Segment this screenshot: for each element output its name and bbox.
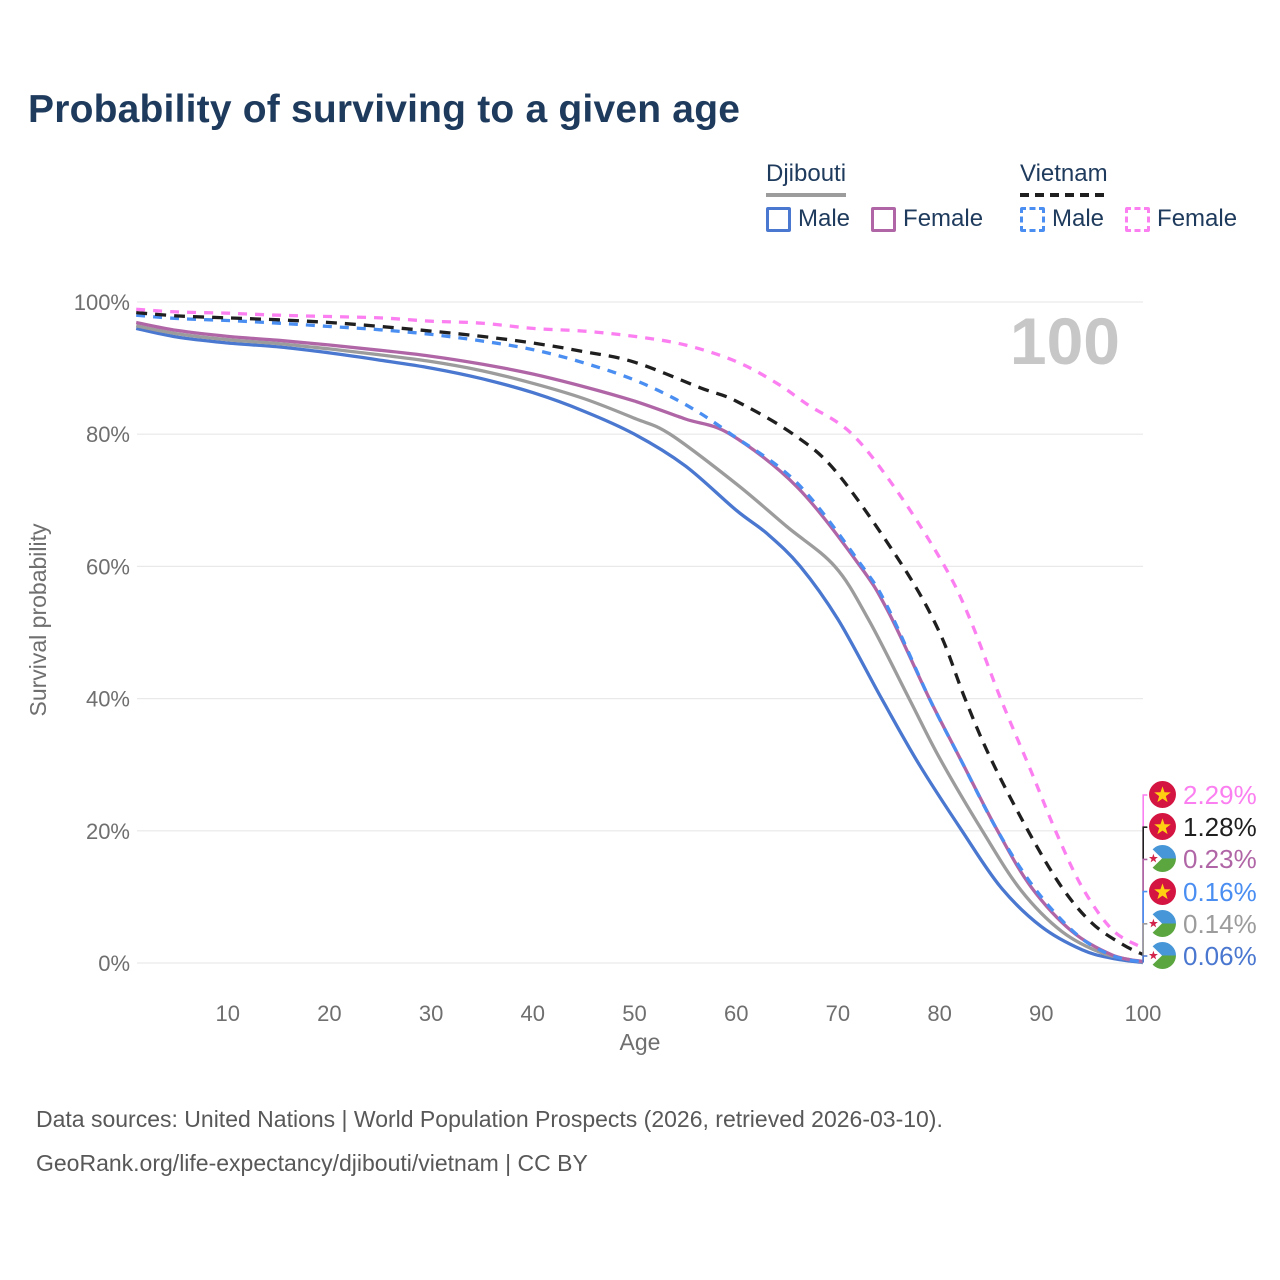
x-tick-label: 10	[215, 1001, 239, 1026]
x-tick-label: 50	[622, 1001, 646, 1026]
x-axis-title: Age	[620, 1029, 661, 1055]
x-tick-label: 100	[1125, 1001, 1162, 1026]
legend-group-djibouti: Djibouti Male Female	[766, 160, 983, 233]
x-tick-label: 80	[927, 1001, 951, 1026]
y-tick-label: 40%	[86, 687, 130, 712]
legend-group-vietnam: Vietnam Male Female	[1020, 160, 1237, 233]
series-line-djibouti-male[interactable]	[135, 326, 1144, 965]
y-tick-label: 80%	[86, 422, 130, 447]
x-tick-label: 20	[317, 1001, 341, 1026]
leader-line-djibouti-male	[1142, 955, 1148, 963]
leader-line-djibouti	[1142, 923, 1148, 963]
djibouti-line-sample	[766, 193, 847, 197]
series-line-vietnam[interactable]	[136, 310, 1144, 957]
series-line-vietnam-male[interactable]	[136, 313, 1144, 964]
attribution-text: GeoRank.org/life-expectancy/djibouti/vie…	[36, 1150, 588, 1176]
data-sources-text: Data sources: United Nations | World Pop…	[36, 1106, 943, 1132]
vietnam-female-swatch	[1125, 206, 1151, 232]
y-tick-label: 60%	[86, 554, 130, 579]
legend-items-djibouti: Male Female	[766, 205, 983, 233]
y-tick-label: 20%	[86, 819, 130, 844]
legend-item-vietnam-male[interactable]: Male	[1020, 205, 1104, 233]
x-tick-label: 40	[521, 1001, 545, 1026]
legend-country-vietnam-label: Vietnam	[1020, 160, 1108, 187]
vietnam-female-label: Female	[1157, 205, 1238, 232]
djibouti-male-label: Male	[798, 205, 851, 232]
y-axis-title: Survival probability	[25, 523, 51, 717]
legend-item-djibouti-male[interactable]: Male	[766, 205, 850, 233]
series-line-djibouti[interactable]	[135, 324, 1144, 964]
vietnam-line-sample	[1020, 193, 1108, 197]
legend-country-vietnam[interactable]: Vietnam	[1020, 160, 1108, 197]
legend-item-djibouti-female[interactable]: Female	[871, 205, 983, 233]
legend-items-vietnam: Male Female	[1020, 205, 1237, 233]
series-line-vietnam-female[interactable]	[136, 307, 1144, 950]
series-line-djibouti-female[interactable]	[135, 320, 1144, 964]
legend-country-djibouti[interactable]: Djibouti	[766, 160, 847, 197]
y-tick-label: 0%	[98, 951, 130, 976]
page-title: Probability of surviving to a given age	[28, 88, 741, 131]
legend-item-vietnam-female[interactable]: Female	[1125, 205, 1237, 233]
djibouti-female-label: Female	[903, 205, 984, 232]
x-tick-label: 70	[826, 1001, 850, 1026]
age-watermark: 100	[1010, 304, 1120, 378]
x-tick-label: 60	[724, 1001, 748, 1026]
footer: Data sources: United Nations | World Pop…	[36, 1106, 943, 1194]
y-tick-label: 100%	[74, 290, 130, 315]
x-tick-label: 30	[419, 1001, 443, 1026]
legend-country-djibouti-label: Djibouti	[766, 160, 847, 187]
x-tick-label: 90	[1029, 1001, 1053, 1026]
djibouti-male-swatch	[766, 206, 791, 232]
djibouti-female-swatch	[871, 206, 897, 232]
vietnam-male-swatch	[1020, 206, 1045, 232]
vietnam-male-label: Male	[1052, 205, 1105, 232]
